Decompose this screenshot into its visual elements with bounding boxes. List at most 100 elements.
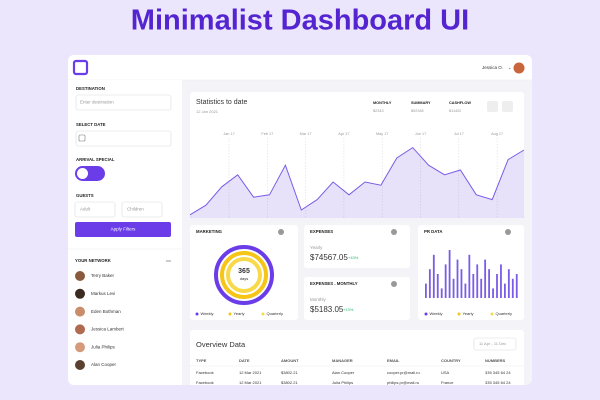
cell: cooper.pr@mail.ru [387, 370, 420, 375]
cell: $3802.21 [281, 370, 298, 375]
column-header: TYPE [196, 358, 207, 363]
change: +13% [343, 307, 354, 312]
card-date: 12 Jan 2021 [196, 109, 219, 114]
x-label: Jul 17 [454, 132, 464, 136]
cell: $3802.21 [281, 380, 298, 385]
settings-icon[interactable] [278, 229, 284, 235]
logo[interactable] [72, 59, 89, 76]
avatar[interactable] [513, 62, 525, 74]
avatar [75, 288, 85, 299]
bar [488, 269, 490, 298]
expenses-monthly-card [304, 277, 410, 320]
card-title: MARKETING [196, 229, 223, 234]
avatar [75, 324, 85, 335]
amount: $5183.05 [310, 305, 344, 314]
page-title: Minimalist Dashboard UI [131, 5, 469, 37]
contact-name: Jessica Lambert [91, 327, 125, 332]
table: TYPE DATE AMOUNT MANAGER EMAIL COUNTRY NUMBERS… [190, 358, 524, 385]
bar [496, 274, 498, 298]
label: ARRIVAL SPECIAL [76, 157, 115, 162]
line [189, 146, 525, 216]
cell: 335 345 64 24 [485, 380, 511, 385]
x-label: Feb 17 [261, 132, 273, 136]
range: 11 Apr - 11 Dec [479, 341, 506, 346]
contact-name: Eden Bothman [91, 309, 121, 314]
legend-dot [490, 312, 494, 316]
settings-icon[interactable] [391, 281, 397, 287]
bar [436, 274, 439, 298]
contact-name: Terry Baker [91, 273, 115, 278]
column-header: DATE [239, 358, 250, 363]
bar [425, 283, 427, 298]
cell: Facebook [196, 380, 214, 385]
bar [507, 269, 510, 298]
bar [504, 283, 506, 298]
legend: Weekly Yearly Quarterly [195, 311, 283, 316]
bar [452, 278, 455, 298]
cell: Alan Cooper [332, 370, 355, 375]
legend-label: Weekly [430, 311, 443, 316]
select[interactable] [121, 201, 163, 218]
x-label: Mar 17 [300, 132, 312, 136]
settings-icon[interactable] [505, 229, 511, 235]
select[interactable] [74, 201, 116, 218]
legend-label: Quarterly [496, 311, 512, 316]
overview-card [190, 330, 524, 385]
bar [464, 283, 467, 298]
contact-name: Markus Levi [91, 291, 115, 296]
ring [226, 257, 262, 293]
cell: USA [441, 370, 450, 375]
avatar [75, 306, 85, 317]
legend-label: Yearly [234, 311, 245, 316]
bar [432, 254, 435, 298]
select-text: Children [127, 207, 144, 212]
button-text: Apply Filters [111, 227, 137, 232]
settings-icon[interactable] [391, 229, 397, 235]
bar [492, 288, 494, 298]
x-label: Aug 17 [491, 132, 503, 136]
chevron: ⌄ [508, 65, 511, 70]
legend-dot [424, 312, 428, 316]
summary-value: $11402 [449, 109, 461, 113]
cell: Julia Philips [332, 380, 353, 385]
prev-button[interactable] [487, 101, 498, 112]
toggle-knob [77, 168, 88, 179]
column-header: AMOUNT [281, 358, 299, 363]
period: Yearly [310, 245, 323, 250]
legend-dot [195, 312, 199, 316]
legend-label: Yearly [463, 311, 474, 316]
summary-label: SUMMARY [411, 101, 431, 105]
marketing-card [190, 225, 298, 320]
column-header: COUNTRY [441, 358, 461, 363]
x-label: Apr 17 [338, 132, 349, 136]
ring-unit: days [240, 276, 248, 281]
card-title: EXPENSES [310, 229, 333, 234]
label: SELECT DATE [76, 122, 106, 127]
ring [220, 251, 268, 299]
bar [500, 264, 502, 298]
label: DESTINATION [76, 86, 105, 91]
bar [515, 274, 518, 298]
range-select[interactable] [473, 337, 517, 351]
input[interactable] [75, 94, 172, 111]
summary-value: $2343 [373, 109, 384, 113]
x-label: Jun 17 [415, 132, 426, 136]
dashboard: Jessica O. ⌄ DESTINATION Enter destinati… [68, 55, 532, 385]
user-name[interactable]: Jessica O. [482, 65, 503, 70]
network-list: Terry Baker Markus Levi Eden Bothman Jessic… [75, 271, 125, 370]
bar [484, 259, 487, 298]
next-button[interactable] [502, 101, 513, 112]
card-title: Overview Data [196, 340, 246, 349]
bar [440, 288, 443, 298]
placeholder: Enter destination [80, 100, 114, 105]
card-title: Statistics to date [196, 99, 247, 106]
x-label: May 17 [376, 132, 388, 136]
apply-button[interactable] [75, 222, 171, 237]
expenses-card [304, 225, 410, 268]
bar [480, 278, 483, 298]
column-header: EMAIL [387, 358, 400, 363]
date-input[interactable] [75, 130, 172, 147]
bar [511, 278, 514, 298]
ring-value: 365 [238, 268, 250, 275]
